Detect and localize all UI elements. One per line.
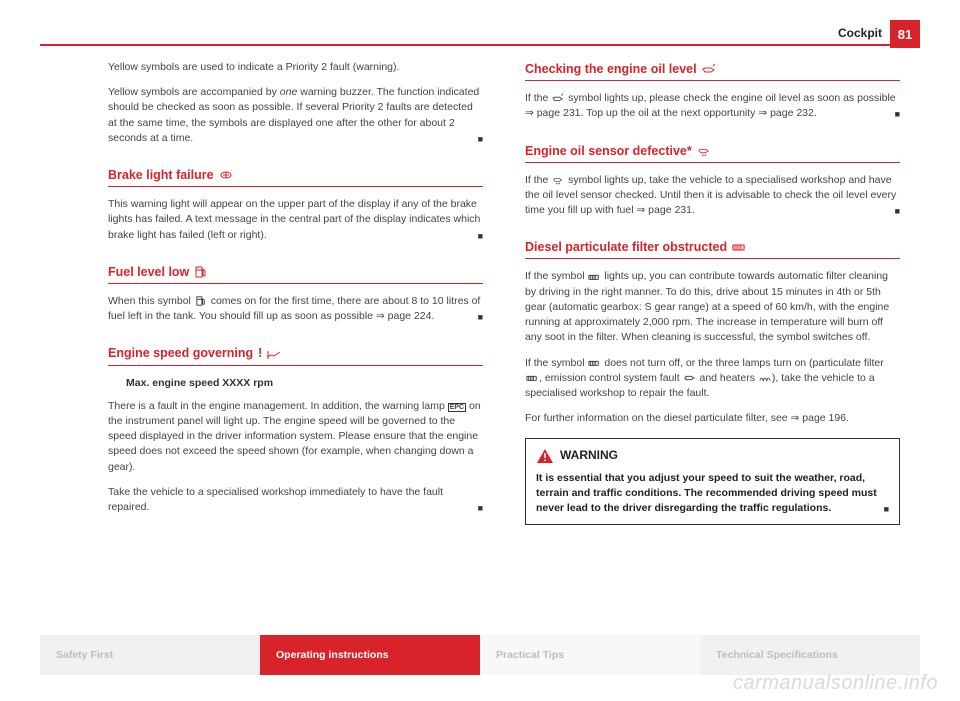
- brake-light-heading: Brake light failure: [108, 166, 483, 184]
- fuel-low-heading: Fuel level low: [108, 263, 483, 281]
- warning-title: WARNING: [536, 447, 889, 464]
- heading-rule: [525, 162, 900, 163]
- text: If the: [525, 92, 551, 104]
- footer-tab-practical[interactable]: Practical Tips: [480, 635, 700, 675]
- right-column: Checking the engine oil level If the sym…: [525, 60, 900, 623]
- section-end-marker: ■: [478, 133, 483, 146]
- heading-text: Diesel particulate filter obstructed: [525, 238, 727, 256]
- text: This warning light will appear on the up…: [108, 198, 480, 240]
- oil-can-icon: [552, 93, 564, 103]
- governing-icon: [267, 348, 281, 360]
- page-header: Cockpit 81: [0, 0, 960, 48]
- section-end-marker: ■: [478, 311, 483, 324]
- left-column: Yellow symbols are used to indicate a Pr…: [108, 60, 483, 623]
- dpf-icon: [732, 241, 746, 253]
- dpf-icon: [588, 358, 600, 368]
- footer-tab-technical[interactable]: Technical Specifications: [700, 635, 920, 675]
- heading-text: Brake light failure: [108, 166, 214, 184]
- oil-sensor-heading: Engine oil sensor defective*: [525, 142, 900, 160]
- oil-can-icon: [702, 63, 716, 75]
- text: There is a fault in the engine managemen…: [108, 400, 448, 412]
- yellow-intro-2: Yellow symbols are accompanied by one wa…: [108, 85, 483, 146]
- text: Yellow symbols are accompanied by: [108, 86, 280, 98]
- exclaim-icon: !: [258, 344, 262, 362]
- text: It is essential that you adjust your spe…: [536, 472, 877, 514]
- warning-label: WARNING: [560, 447, 618, 464]
- warning-body: It is essential that you adjust your spe…: [536, 471, 889, 517]
- section-end-marker: ■: [895, 205, 900, 218]
- governing-body-2: Take the vehicle to a specialised worksh…: [108, 485, 483, 515]
- text: If the symbol: [525, 270, 587, 282]
- text: , emission control system fault: [539, 372, 683, 384]
- watermark: carmanualsonline.info: [733, 672, 938, 695]
- fuel-icon: [195, 296, 207, 306]
- dpf-icon: [588, 272, 600, 282]
- oil-level-heading: Checking the engine oil level: [525, 60, 900, 78]
- section-end-marker: ■: [478, 230, 483, 243]
- brake-light-body: This warning light will appear on the up…: [108, 197, 483, 243]
- heading-rule: [525, 258, 900, 259]
- warning-box: WARNING It is essential that you adjust …: [525, 438, 900, 525]
- max-speed-sub: Max. engine speed XXXX rpm: [126, 376, 483, 391]
- heading-rule: [108, 186, 483, 187]
- heading-rule: [108, 283, 483, 284]
- text: If the symbol: [525, 357, 587, 369]
- engine-governing-heading: Engine speed governing !: [108, 344, 483, 362]
- page-number: 81: [890, 20, 920, 48]
- content-columns: Yellow symbols are used to indicate a Pr…: [108, 60, 900, 623]
- heading-text: Engine oil sensor defective*: [525, 142, 692, 160]
- dpf-body-3: For further information on the diesel pa…: [525, 411, 900, 426]
- text: If the: [525, 174, 551, 186]
- yellow-intro-1: Yellow symbols are used to indicate a Pr…: [108, 60, 483, 75]
- heading-text: Checking the engine oil level: [525, 60, 697, 78]
- italic-word: one: [280, 86, 298, 98]
- oil-sensor-icon: [697, 145, 711, 157]
- manual-page: Cockpit 81 Yellow symbols are used to in…: [0, 0, 960, 701]
- text: symbol lights up, take the vehicle to a …: [525, 174, 896, 216]
- text: When this symbol: [108, 295, 194, 307]
- section-end-marker: ■: [884, 503, 889, 516]
- header-rule: [40, 44, 890, 46]
- oil-sensor-icon: [552, 175, 564, 185]
- text: does not turn off, or the three lamps tu…: [601, 357, 883, 369]
- heading-rule: [525, 80, 900, 81]
- heading-text: Fuel level low: [108, 263, 189, 281]
- section-end-marker: ■: [478, 502, 483, 515]
- governing-body-1: There is a fault in the engine managemen…: [108, 399, 483, 475]
- footer-tabs: Safety First Operating instructions Prac…: [40, 635, 920, 675]
- heading-text: Engine speed governing: [108, 344, 253, 362]
- section-end-marker: ■: [895, 108, 900, 121]
- section-title: Cockpit: [838, 26, 882, 40]
- brake-light-icon: [219, 169, 233, 181]
- dpf-heading: Diesel particulate filter obstructed: [525, 238, 900, 256]
- fuel-low-body: When this symbol comes on for the first …: [108, 294, 483, 324]
- epc-icon: EPC: [448, 403, 466, 412]
- footer-tab-safety[interactable]: Safety First: [40, 635, 260, 675]
- text: Take the vehicle to a specialised worksh…: [108, 486, 443, 513]
- engine-icon: [684, 373, 696, 383]
- oil-sensor-body: If the symbol lights up, take the vehicl…: [525, 173, 900, 219]
- text: symbol lights up, please check the engin…: [525, 92, 896, 119]
- text: and heaters: [697, 372, 758, 384]
- oil-level-body: If the symbol lights up, please check th…: [525, 91, 900, 121]
- fuel-icon: [194, 266, 208, 278]
- dpf-icon: [526, 373, 538, 383]
- dpf-body-1: If the symbol lights up, you can contrib…: [525, 269, 900, 345]
- heading-rule: [108, 365, 483, 366]
- heater-coil-icon: [759, 373, 771, 383]
- footer-tab-operating[interactable]: Operating instructions: [260, 635, 480, 675]
- warning-triangle-icon: [536, 448, 554, 464]
- dpf-body-2: If the symbol does not turn off, or the …: [525, 356, 900, 402]
